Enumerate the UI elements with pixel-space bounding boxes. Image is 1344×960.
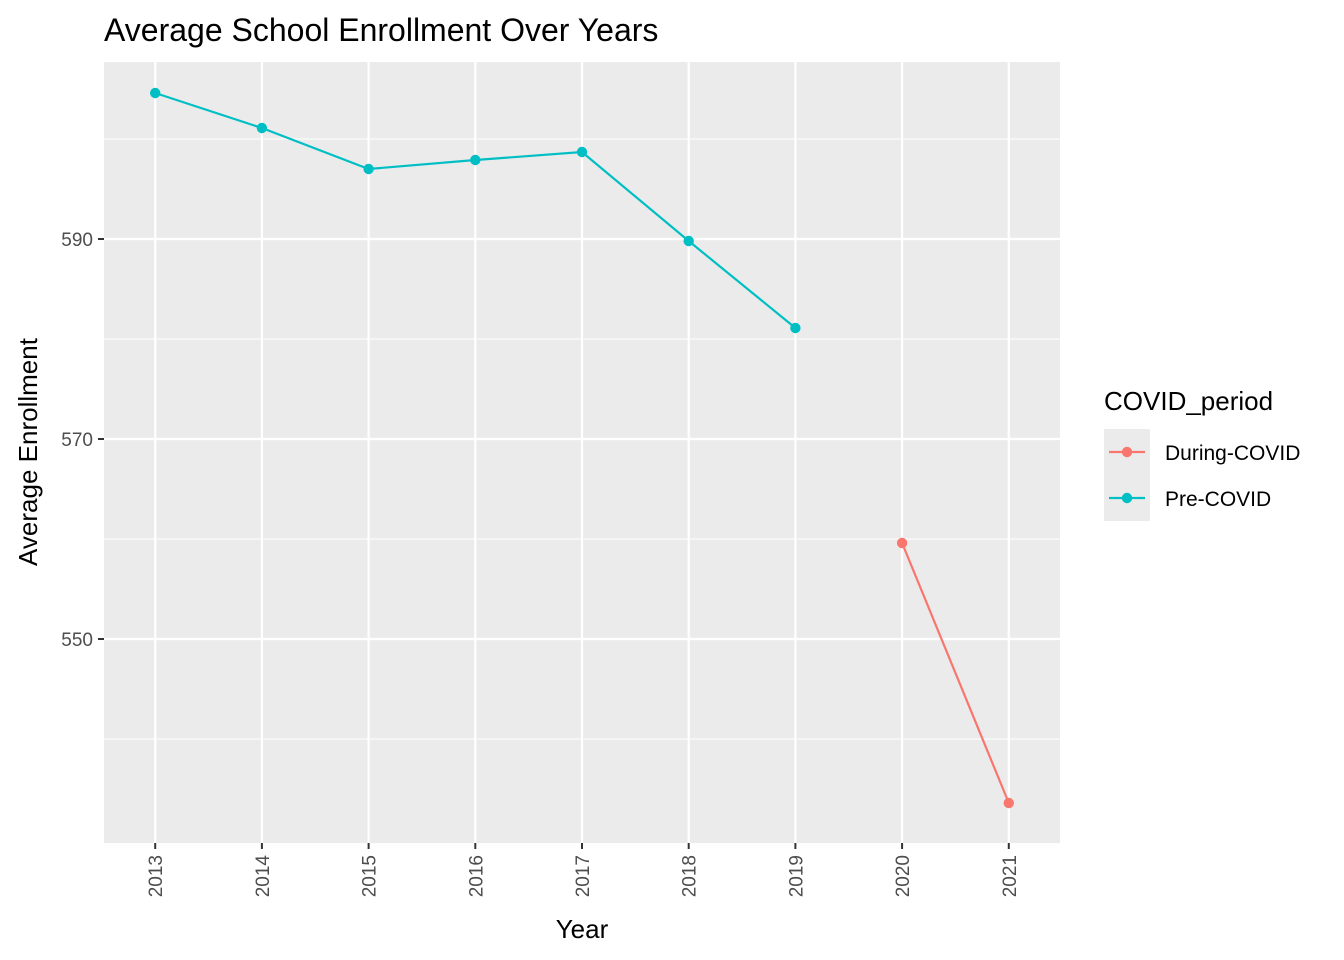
legend-items: During-COVID Pre-COVID <box>1109 442 1300 511</box>
legend: COVID_period During-COVID Pre-COVID <box>1104 386 1300 521</box>
legend-key-point <box>1121 492 1133 504</box>
data-point <box>470 154 481 166</box>
data-point <box>790 322 801 334</box>
data-point <box>256 122 268 134</box>
y-axis-title: Average Enrollment <box>13 337 43 566</box>
data-point <box>683 235 694 247</box>
data-point <box>1003 797 1014 809</box>
x-tick-label: 2016 <box>466 855 487 897</box>
y-tick-label: 570 <box>61 430 93 451</box>
x-tick-label: 2014 <box>253 855 274 898</box>
legend-label: Pre-COVID <box>1165 488 1271 511</box>
x-tick-label: 2019 <box>786 855 807 897</box>
x-tick-label: 2018 <box>680 855 701 897</box>
x-axis-title: Year <box>556 914 609 944</box>
chart-title: Average School Enrollment Over Years <box>104 12 658 48</box>
data-point <box>576 146 588 158</box>
y-tick-label: 590 <box>61 230 93 251</box>
series-line <box>901 542 1010 804</box>
data-point <box>363 163 374 175</box>
series-layer <box>150 87 1014 809</box>
data-point <box>896 537 908 549</box>
x-tick-label: 2020 <box>893 855 914 897</box>
x-tick-label: 2021 <box>1000 855 1021 897</box>
grid-major <box>104 62 1060 843</box>
legend-key-point <box>1121 446 1133 458</box>
x-tick-label: 2015 <box>360 855 381 897</box>
y-axis: 550 570 590 <box>61 230 104 651</box>
x-tick-label: 2017 <box>573 855 594 897</box>
x-axis: 2013 2014 2015 2016 2017 2018 2019 2020 2021 <box>146 843 1021 897</box>
plot-panel <box>104 62 1060 843</box>
y-tick-label: 550 <box>61 630 93 651</box>
data-point <box>150 87 161 99</box>
legend-title: COVID_period <box>1104 386 1273 416</box>
x-tick-label: 2013 <box>146 855 167 897</box>
legend-label: During-COVID <box>1165 442 1300 465</box>
legend-key-background <box>1104 429 1150 521</box>
